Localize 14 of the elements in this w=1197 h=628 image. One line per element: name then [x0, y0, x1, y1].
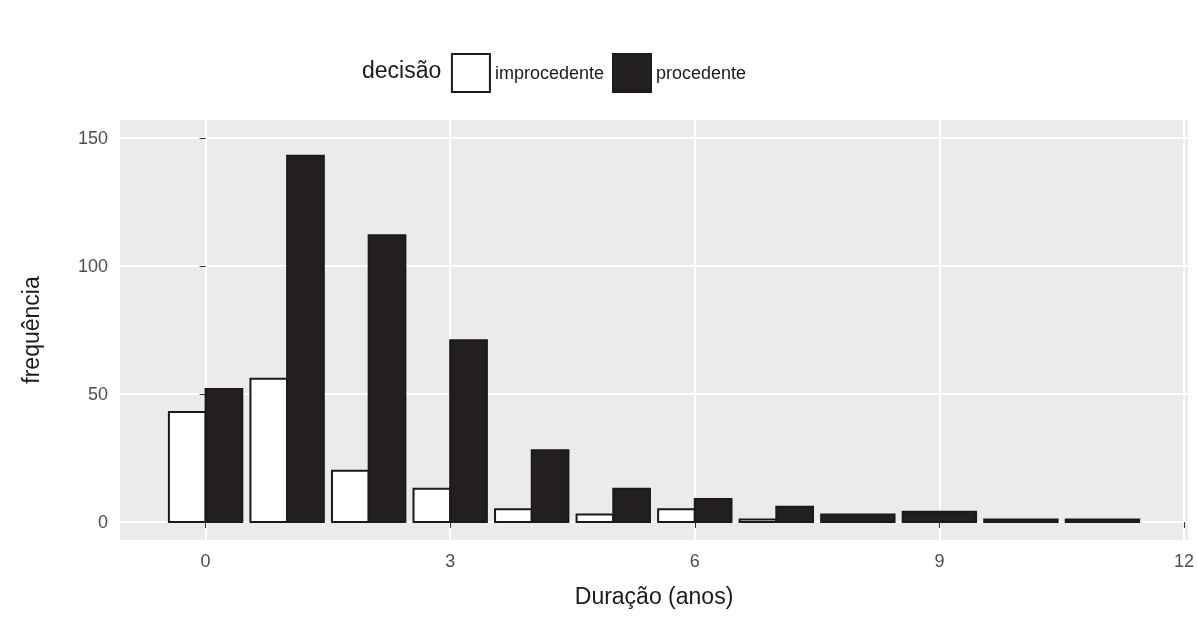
x-tick-label: 0: [200, 551, 211, 571]
x-tick-label: 6: [689, 551, 700, 571]
y-tick-label: 0: [97, 512, 108, 533]
y-tick-label: 100: [77, 255, 108, 276]
x-tick-label: 3: [445, 551, 456, 571]
x-tick-label: 9: [934, 551, 945, 571]
y-tick-label: 50: [87, 384, 108, 405]
x-axis-title: Duração (anos): [574, 582, 734, 609]
y-tick-label: 150: [77, 127, 108, 148]
x-tick-label: 12: [1173, 551, 1194, 571]
legend-label: procedente: [656, 63, 747, 83]
legend-title: decisão: [362, 56, 442, 83]
legend-label: improcedente: [494, 63, 605, 83]
y-axis-title: frequência: [17, 276, 44, 384]
